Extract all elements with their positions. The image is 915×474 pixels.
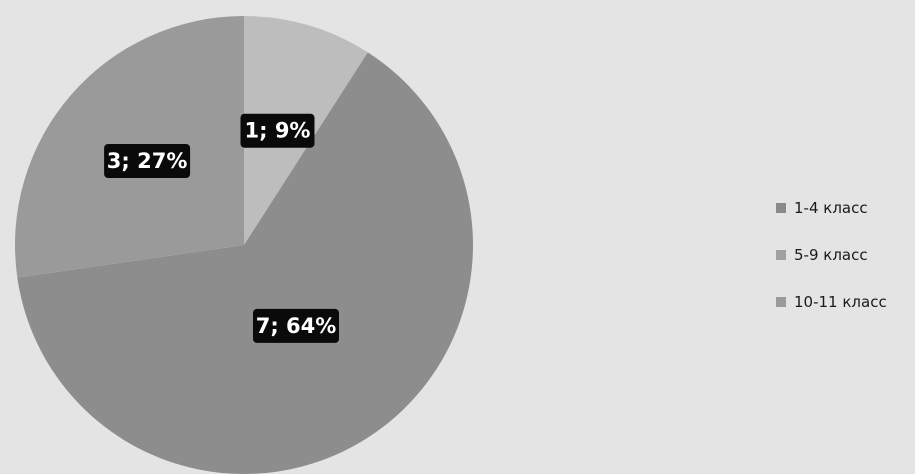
legend-swatch-10-11 (776, 296, 786, 307)
pie-data-labels: 1; 9% 7; 64% 3; 27% (104, 113, 339, 343)
data-label-text: 7; 64% (256, 314, 337, 338)
data-label-box (240, 113, 315, 148)
legend-label-10-11: 10-11 класс (794, 292, 887, 311)
legend-item-10-11: 10-11 класс (776, 290, 915, 313)
chart-legend: 1-4 класс 5-9 класс 10-11 класс (776, 196, 915, 337)
legend-label-5-9: 5-9 класс (794, 245, 868, 264)
data-label-1-4: 1; 9% (240, 113, 315, 148)
legend-swatch-5-9 (776, 249, 786, 260)
data-label-10-11: 3; 27% (104, 144, 191, 178)
pie-slice-5-9 (17, 52, 473, 474)
pie-slices (14, 15, 473, 474)
data-label-box (104, 144, 191, 178)
legend-item-5-9: 5-9 класс (776, 243, 915, 266)
legend-swatch-1-4 (776, 202, 786, 213)
data-label-text: 3; 27% (107, 149, 188, 173)
legend-item-1-4: 1-4 класс (776, 196, 915, 219)
data-label-5-9: 7; 64% (253, 308, 339, 343)
data-label-text: 1; 9% (245, 119, 311, 143)
legend-label-1-4: 1-4 класс (794, 198, 868, 217)
data-label-box (253, 308, 339, 343)
